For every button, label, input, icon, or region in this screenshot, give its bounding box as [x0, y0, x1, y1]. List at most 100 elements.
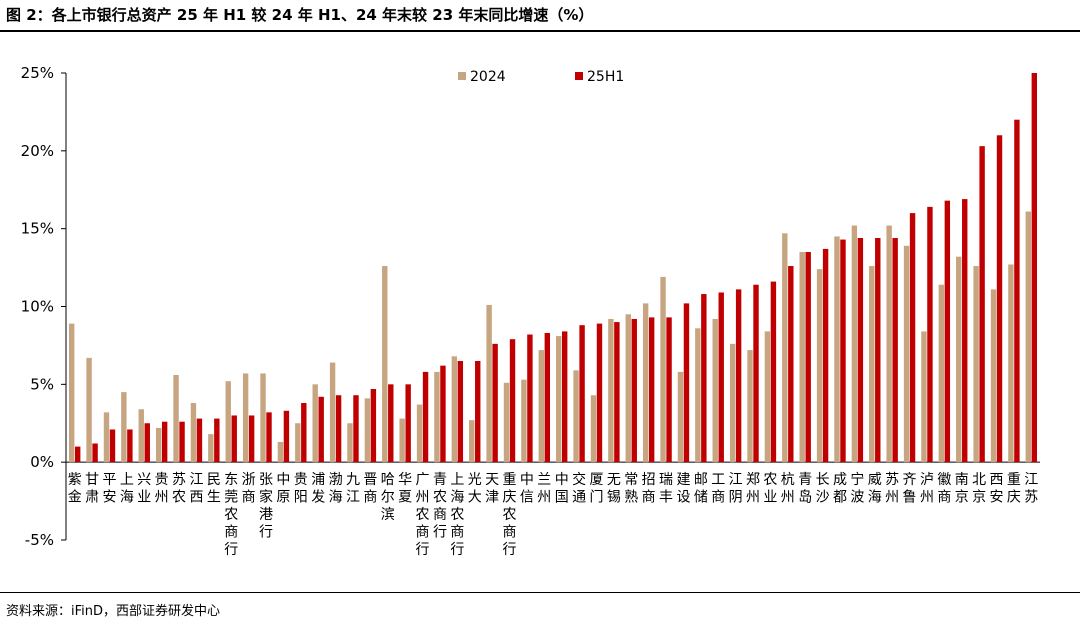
bar-2024: [451, 356, 458, 463]
bar-25h1: [596, 323, 603, 463]
bar-25h1: [475, 360, 481, 463]
bar-25h1: [701, 294, 707, 463]
bar-2024: [747, 350, 753, 463]
category-label: 兰州: [537, 472, 551, 506]
category-label: 苏州: [885, 472, 899, 506]
bar-25h1: [109, 429, 116, 463]
category-label: 江西: [189, 472, 203, 506]
bar-2024: [625, 314, 631, 463]
bar-2024: [973, 266, 979, 463]
bar-25h1: [544, 332, 551, 463]
bar-2024: [816, 269, 823, 463]
y-tick-label: 15%: [21, 220, 54, 238]
bar-25h1: [770, 281, 777, 463]
category-label: 重庆农商行: [503, 472, 517, 558]
bar-25h1: [822, 248, 829, 463]
bar-2024: [329, 362, 336, 463]
category-label: 郑州: [746, 472, 760, 506]
category-label: 中信: [520, 472, 534, 506]
bar-25h1: [231, 415, 237, 463]
source-rule: [0, 592, 1080, 593]
bar-2024: [399, 418, 405, 463]
bar-25h1: [718, 292, 724, 463]
bar-25h1: [353, 395, 359, 463]
bar-2024: [347, 423, 353, 463]
bar-2024: [155, 427, 162, 463]
bar-25h1: [579, 325, 585, 463]
bar-25h1: [301, 403, 307, 463]
bar-2024: [764, 331, 771, 463]
bar-2024: [86, 357, 92, 463]
category-label: 青岛: [798, 472, 812, 506]
bar-2024: [677, 371, 684, 463]
category-label: 渤海: [329, 472, 343, 506]
bar-2024: [190, 403, 197, 463]
bar-2024: [573, 370, 579, 463]
bar-25h1: [492, 343, 498, 463]
category-label: 厦门: [589, 472, 603, 506]
bar-2024: [208, 434, 214, 463]
category-label: 贵州: [155, 472, 169, 506]
bar-2024: [521, 379, 527, 463]
bar-2024: [486, 304, 492, 463]
category-label: 中国: [555, 472, 569, 506]
bar-25h1: [335, 395, 342, 463]
category-label: 东莞农商行: [224, 472, 238, 558]
bar-2024: [260, 373, 266, 463]
bar-25h1: [614, 322, 620, 463]
bar-2024: [364, 398, 371, 463]
bar-25h1: [422, 371, 429, 463]
category-label: 招商: [642, 472, 656, 506]
y-axis: -5% 0% 5% 10% 15% 20% 25%: [21, 64, 67, 549]
category-label: 上海农商行: [450, 472, 464, 558]
bar-25h1: [840, 239, 846, 463]
bar-2024: [225, 381, 231, 463]
legend-label-25h1: 25H1: [587, 69, 624, 85]
category-label: 建设: [676, 472, 690, 506]
category-label: 西安: [990, 472, 1004, 506]
bar-25h1: [927, 206, 933, 463]
bar-2024: [312, 384, 318, 463]
bar-25h1: [266, 412, 272, 463]
category-label: 交通: [572, 471, 586, 506]
bar-2024: [851, 225, 858, 463]
category-label: 兴业: [137, 472, 151, 506]
bar-2024: [956, 256, 962, 463]
bar-2024: [121, 392, 127, 463]
bar-25h1: [561, 331, 568, 463]
bar-2024: [503, 382, 510, 463]
bar-2024: [1025, 211, 1032, 463]
category-label: 贵阳: [294, 472, 308, 506]
category-label: 中原: [276, 472, 290, 506]
y-tick-label: 10%: [21, 298, 54, 316]
bar-25h1: [440, 365, 446, 463]
bar-2024: [173, 374, 179, 463]
category-label: 南京: [955, 472, 969, 506]
bar-25h1: [753, 284, 759, 463]
category-label: 北京: [972, 472, 986, 506]
bar-25h1: [92, 443, 98, 463]
bar-25h1: [457, 360, 464, 463]
bar-25h1: [283, 410, 290, 463]
bar-2024: [1008, 264, 1014, 463]
category-label: 威海: [868, 472, 882, 506]
bar-2024: [990, 289, 997, 463]
bar-25h1: [127, 429, 133, 463]
bar-2024: [103, 412, 110, 463]
bar-2024: [242, 373, 249, 463]
bar-2024: [555, 336, 562, 463]
bar-2024: [799, 252, 805, 463]
bar-25h1: [631, 318, 637, 463]
bar-25h1: [214, 418, 220, 463]
category-label: 浙商: [242, 472, 256, 506]
category-label: 农业: [763, 472, 777, 506]
category-label: 长沙: [816, 472, 830, 506]
bar-25h1: [996, 135, 1003, 463]
source-note: 资料来源：iFinD，西部证券研发中心: [6, 604, 221, 619]
bar-2024: [903, 245, 910, 463]
bar-2024: [382, 266, 388, 463]
bar-2024: [469, 420, 475, 463]
category-label: 徽商: [937, 472, 951, 506]
category-label: 甘肃: [85, 472, 99, 506]
category-label: 平安: [102, 472, 116, 506]
